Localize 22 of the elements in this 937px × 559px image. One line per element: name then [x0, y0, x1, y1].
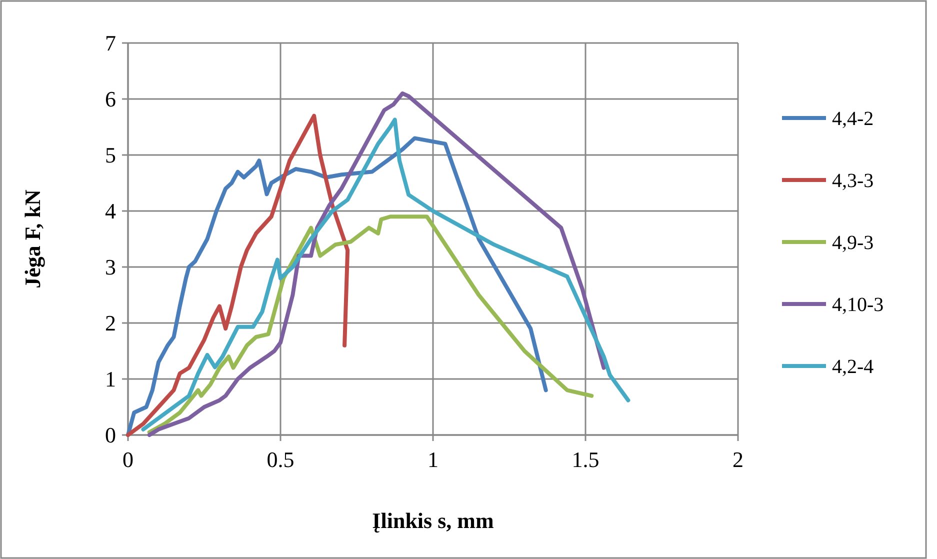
x-tick-label: 1.5	[572, 447, 600, 472]
legend-label: 4,10-3	[832, 294, 884, 316]
legend-label: 4,9-3	[832, 232, 874, 254]
y-axis-title: Jėga F, kN	[20, 189, 45, 288]
y-tick-label: 7	[105, 30, 116, 56]
y-tick-label: 0	[105, 422, 116, 448]
x-axis-title: Įlinkis s, mm	[372, 508, 494, 533]
y-tick-label: 4	[105, 198, 116, 224]
x-tick-label: 1	[428, 447, 438, 472]
y-tick-label: 3	[105, 254, 116, 280]
y-tick-label: 5	[105, 142, 116, 168]
line-series	[147, 214, 594, 434]
x-tick-label: 0	[122, 447, 134, 472]
x-tick-label: 0.5	[266, 447, 294, 472]
legend-label: 4,4-2	[832, 108, 874, 130]
y-tick-label: 1	[105, 366, 116, 392]
y-tick-label: 6	[105, 86, 116, 112]
x-tick-label: 2	[732, 447, 744, 472]
legend-label: 4,3-3	[832, 170, 874, 192]
line-series	[126, 114, 350, 437]
legend-label: 4,2-4	[832, 356, 874, 378]
y-tick-label: 2	[105, 310, 116, 336]
